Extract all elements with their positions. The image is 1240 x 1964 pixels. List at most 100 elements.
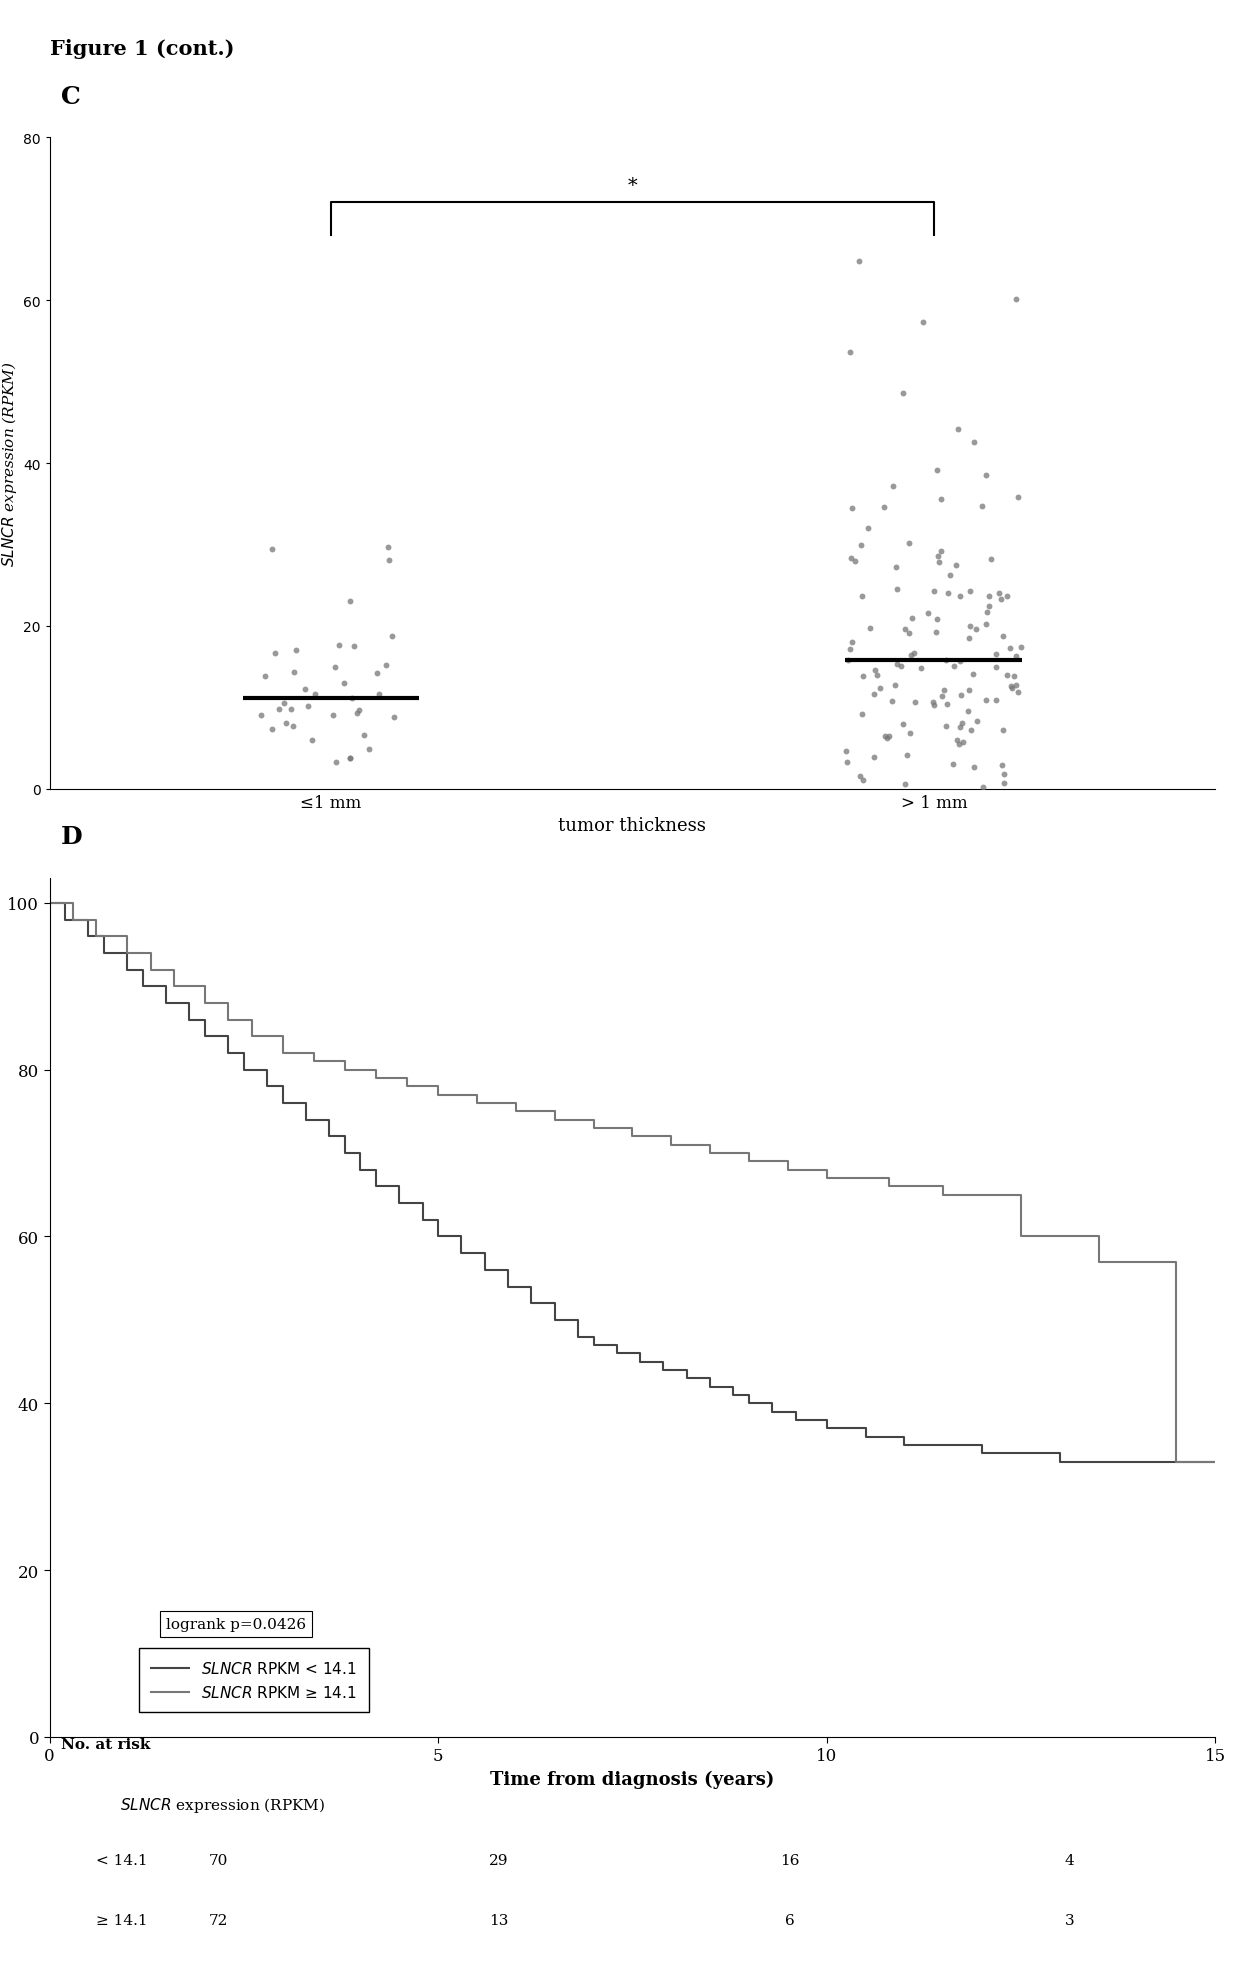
Point xyxy=(305,680,325,711)
Point xyxy=(977,597,997,628)
Point xyxy=(893,377,913,409)
Point xyxy=(874,491,894,522)
Point xyxy=(963,428,983,460)
Point xyxy=(926,456,946,487)
Point xyxy=(841,542,861,573)
Point xyxy=(250,699,270,731)
Point xyxy=(900,719,920,750)
Point xyxy=(994,768,1014,799)
Point xyxy=(852,699,872,731)
Point xyxy=(888,573,908,605)
Point xyxy=(940,560,960,591)
Point xyxy=(839,634,859,666)
Text: 4: 4 xyxy=(1065,1854,1074,1868)
Point xyxy=(335,668,355,699)
Point xyxy=(967,705,987,736)
Point xyxy=(949,414,968,446)
Point xyxy=(960,611,980,642)
Point xyxy=(262,715,281,746)
Point xyxy=(899,528,919,560)
Point xyxy=(937,577,957,609)
Point xyxy=(883,471,903,503)
Text: < 14.1: < 14.1 xyxy=(97,1854,148,1868)
Point xyxy=(887,552,906,583)
Point xyxy=(986,685,1006,717)
Point xyxy=(262,534,281,566)
Point xyxy=(254,662,274,693)
Point xyxy=(918,599,937,630)
Point xyxy=(870,672,890,703)
Point xyxy=(976,609,996,640)
Point xyxy=(993,621,1013,652)
Point xyxy=(867,660,887,691)
Point xyxy=(340,742,360,774)
Point xyxy=(842,627,862,658)
Text: Figure 1 (cont.): Figure 1 (cont.) xyxy=(50,39,234,59)
Point xyxy=(376,650,396,682)
Point xyxy=(878,723,898,754)
Point xyxy=(898,740,918,772)
Point xyxy=(932,682,952,713)
Point xyxy=(976,460,996,491)
Text: C: C xyxy=(61,84,81,108)
Point xyxy=(861,613,880,644)
Point xyxy=(895,615,915,646)
Point xyxy=(295,674,315,705)
Point xyxy=(950,581,970,613)
Point xyxy=(265,638,285,670)
Point xyxy=(1011,632,1030,664)
Point xyxy=(905,687,925,719)
Point xyxy=(959,674,978,705)
Point xyxy=(1008,678,1028,709)
Point xyxy=(945,652,965,683)
Point xyxy=(926,617,946,648)
Point xyxy=(901,603,921,634)
Point xyxy=(849,246,869,277)
Point xyxy=(322,699,342,731)
Point xyxy=(1008,483,1028,515)
Point xyxy=(936,711,956,742)
Text: 29: 29 xyxy=(489,1854,508,1868)
Point xyxy=(1007,670,1027,701)
Y-axis label: $SLNCR$ expression (RPKM): $SLNCR$ expression (RPKM) xyxy=(0,361,19,568)
Point xyxy=(893,709,913,740)
Point xyxy=(952,707,972,738)
Point xyxy=(997,660,1017,691)
Text: D: D xyxy=(61,825,83,848)
Point xyxy=(993,715,1013,746)
Point xyxy=(1004,662,1024,693)
Text: 16: 16 xyxy=(780,1854,800,1868)
Point xyxy=(973,772,993,803)
Point xyxy=(851,530,870,562)
Point xyxy=(942,748,962,780)
Point xyxy=(837,736,857,768)
Point xyxy=(966,615,986,646)
Point xyxy=(325,652,345,683)
Point xyxy=(382,621,402,652)
Point xyxy=(951,680,971,711)
Point xyxy=(274,687,294,719)
Text: *: * xyxy=(627,177,637,194)
Point xyxy=(963,658,983,689)
Point xyxy=(888,648,908,680)
Point xyxy=(986,638,1006,670)
Point xyxy=(342,683,362,715)
Point xyxy=(837,746,857,778)
Text: 70: 70 xyxy=(208,1854,228,1868)
Point xyxy=(879,721,899,752)
Point xyxy=(997,581,1017,613)
Point xyxy=(961,715,981,746)
Point xyxy=(1006,285,1025,316)
Point xyxy=(853,660,873,691)
Point xyxy=(844,546,864,577)
Point xyxy=(378,532,398,564)
Point xyxy=(864,742,884,774)
Point xyxy=(978,591,998,623)
Text: ≥ 14.1: ≥ 14.1 xyxy=(97,1913,148,1927)
Point xyxy=(947,725,967,756)
Point xyxy=(937,689,957,721)
Point xyxy=(301,725,321,756)
Point xyxy=(986,652,1006,683)
Point xyxy=(379,546,399,577)
Point xyxy=(842,493,862,524)
